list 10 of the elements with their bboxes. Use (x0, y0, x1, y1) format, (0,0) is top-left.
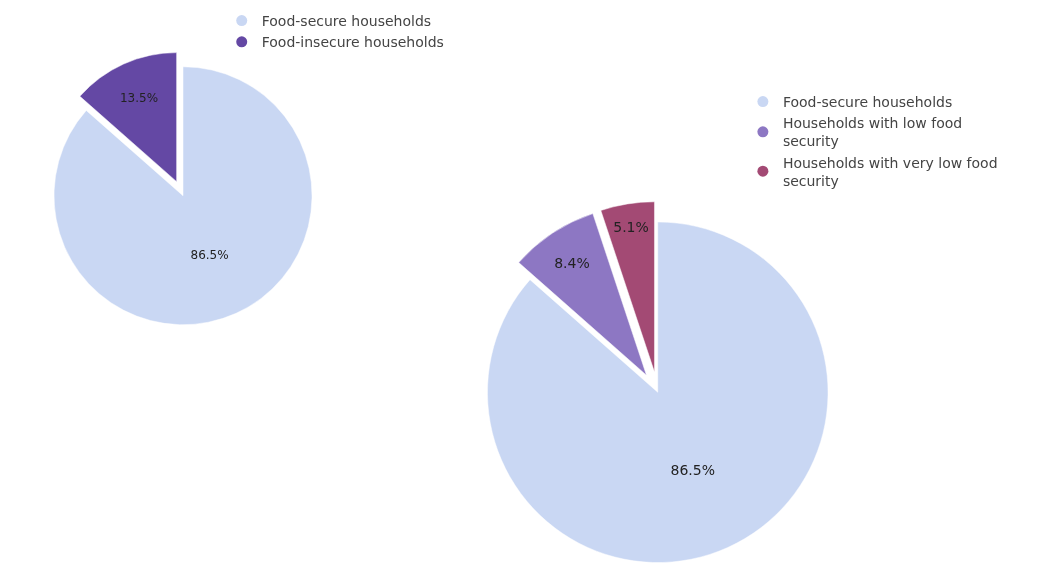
legend-label: Food-secure households (782, 93, 953, 110)
data-label: 8.4% (554, 254, 590, 271)
data-label: 5.1% (613, 219, 649, 236)
legend-label: Households with very low food security (782, 154, 998, 189)
data-label: 13.5% (119, 91, 159, 106)
legend-label: Food-secure households (261, 13, 432, 30)
data-label: 86.5% (190, 247, 229, 262)
legend-label: Food-insecure households (261, 34, 444, 51)
data-label: 86.5% (670, 461, 716, 478)
legend-label: Households with low food security (782, 115, 963, 150)
